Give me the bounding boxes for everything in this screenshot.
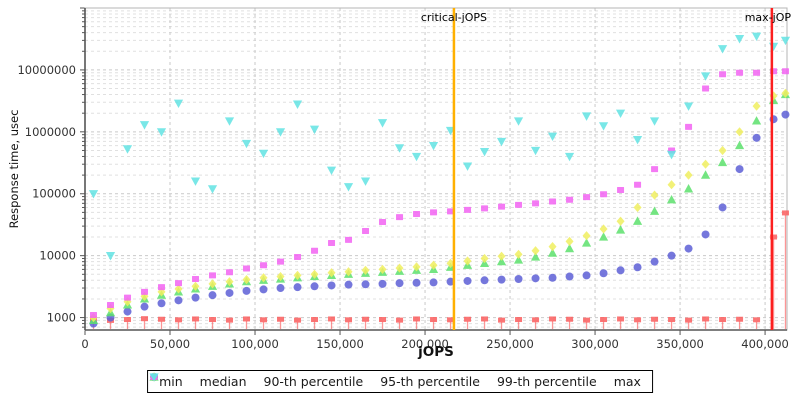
x-tick-label: 350,000 (656, 337, 704, 351)
x-axis-title: jOPS (418, 344, 454, 360)
y-tick-label: 100000 (32, 187, 76, 201)
legend-item-min: min (150, 374, 183, 389)
triangle-down-marker-icon (149, 373, 159, 382)
y-tick-label: 10000 (39, 249, 76, 263)
x-tick-label: 250,000 (486, 337, 534, 351)
legend-label: 95-th percentile (380, 374, 480, 389)
legend-item-90-th-percentile: 90-th percentile (149, 372, 364, 389)
series-median (89, 110, 790, 328)
y-tick-label: 10000000 (17, 63, 76, 77)
legend-item-99-th-percentile: 99-th percentile (150, 374, 597, 389)
x-tick-label: 150,000 (316, 337, 364, 351)
legend-label: 99-th percentile (496, 374, 597, 389)
legend-label: max (613, 374, 641, 389)
x-tick-label: 400,000 (741, 337, 789, 351)
x-tick-label: 200,000 (401, 337, 449, 351)
legend-label: median (199, 374, 247, 389)
y-tick-label: 1000 (47, 311, 76, 325)
plot-area: 0 50,000 100,000 150,000 200,000 250,000 300,0… (17, 7, 792, 351)
y-tick-label: 1000000 (25, 125, 76, 139)
y-axis-title: Response time, usec (7, 109, 21, 229)
x-tick-label: 0 (81, 337, 88, 351)
x-tick-label: 100,000 (231, 337, 279, 351)
legend-item-95-th-percentile: 95-th percentile (150, 372, 480, 389)
max-jop-label: max-jOP (745, 11, 792, 24)
x-tick-label: 300,000 (571, 337, 619, 351)
legend-label: min (159, 374, 183, 389)
x-tick-label: 50,000 (150, 337, 190, 351)
critical-jops-label: critical-jOPS (421, 11, 487, 24)
legend: min median 90-th percentile 95-th percentil… (147, 370, 653, 393)
series-min (90, 210, 789, 329)
series-95-th-percentile (89, 88, 790, 323)
legend-label: 90-th percentile (263, 374, 364, 389)
legend-item-max: max (149, 373, 641, 389)
legend-item-median: median (150, 373, 247, 389)
